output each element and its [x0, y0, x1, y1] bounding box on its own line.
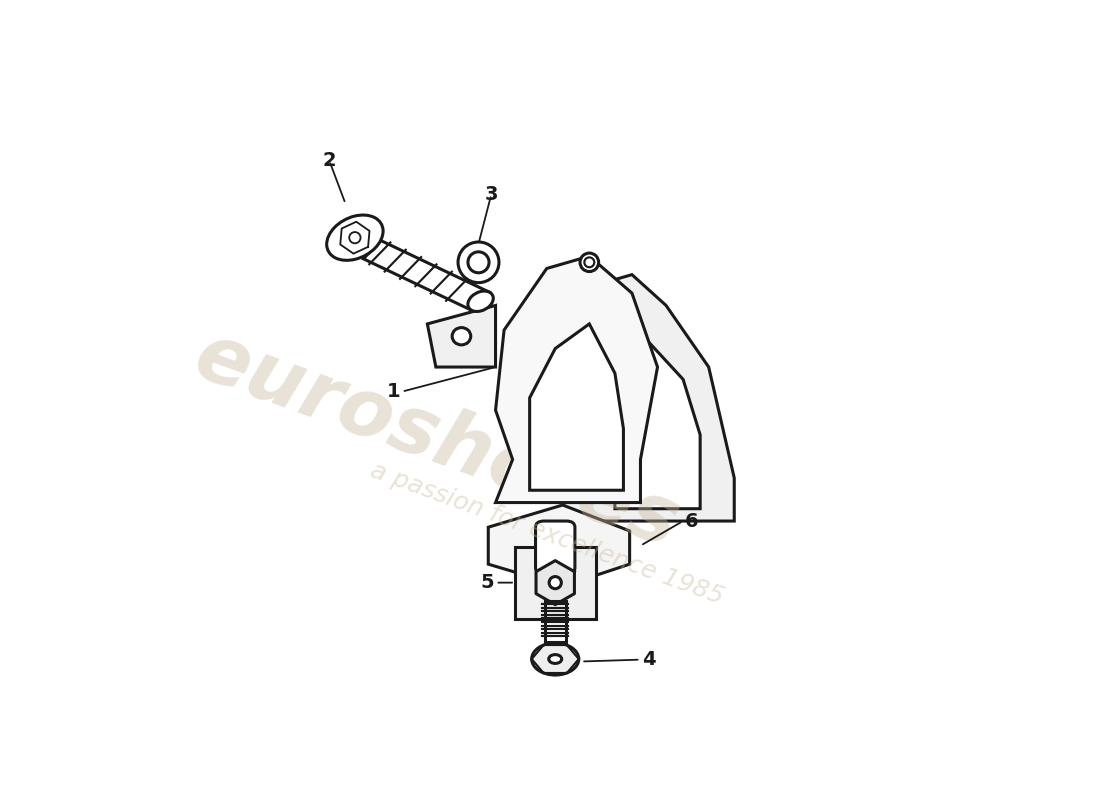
Polygon shape	[488, 505, 629, 586]
Ellipse shape	[468, 252, 490, 273]
Text: 6: 6	[685, 511, 698, 530]
Text: a passion for excellence 1985: a passion for excellence 1985	[366, 458, 727, 609]
Polygon shape	[427, 306, 495, 367]
Ellipse shape	[584, 258, 594, 267]
Text: 2: 2	[322, 151, 337, 170]
Text: 1: 1	[386, 382, 400, 401]
Polygon shape	[495, 256, 658, 502]
Ellipse shape	[531, 643, 579, 675]
Ellipse shape	[327, 215, 383, 260]
Text: 3: 3	[484, 185, 498, 204]
Ellipse shape	[458, 242, 499, 282]
Polygon shape	[615, 330, 700, 509]
Polygon shape	[363, 241, 490, 310]
Polygon shape	[530, 324, 624, 490]
Text: euroshores: euroshores	[183, 317, 689, 565]
Text: 5: 5	[481, 573, 494, 592]
Ellipse shape	[349, 232, 361, 243]
Ellipse shape	[580, 253, 598, 271]
Ellipse shape	[549, 654, 562, 663]
Text: 4: 4	[642, 650, 656, 669]
Polygon shape	[563, 274, 735, 521]
Polygon shape	[515, 546, 595, 618]
FancyBboxPatch shape	[536, 521, 575, 574]
Polygon shape	[536, 561, 574, 605]
Ellipse shape	[452, 328, 471, 345]
Ellipse shape	[468, 291, 493, 311]
Ellipse shape	[549, 577, 561, 589]
